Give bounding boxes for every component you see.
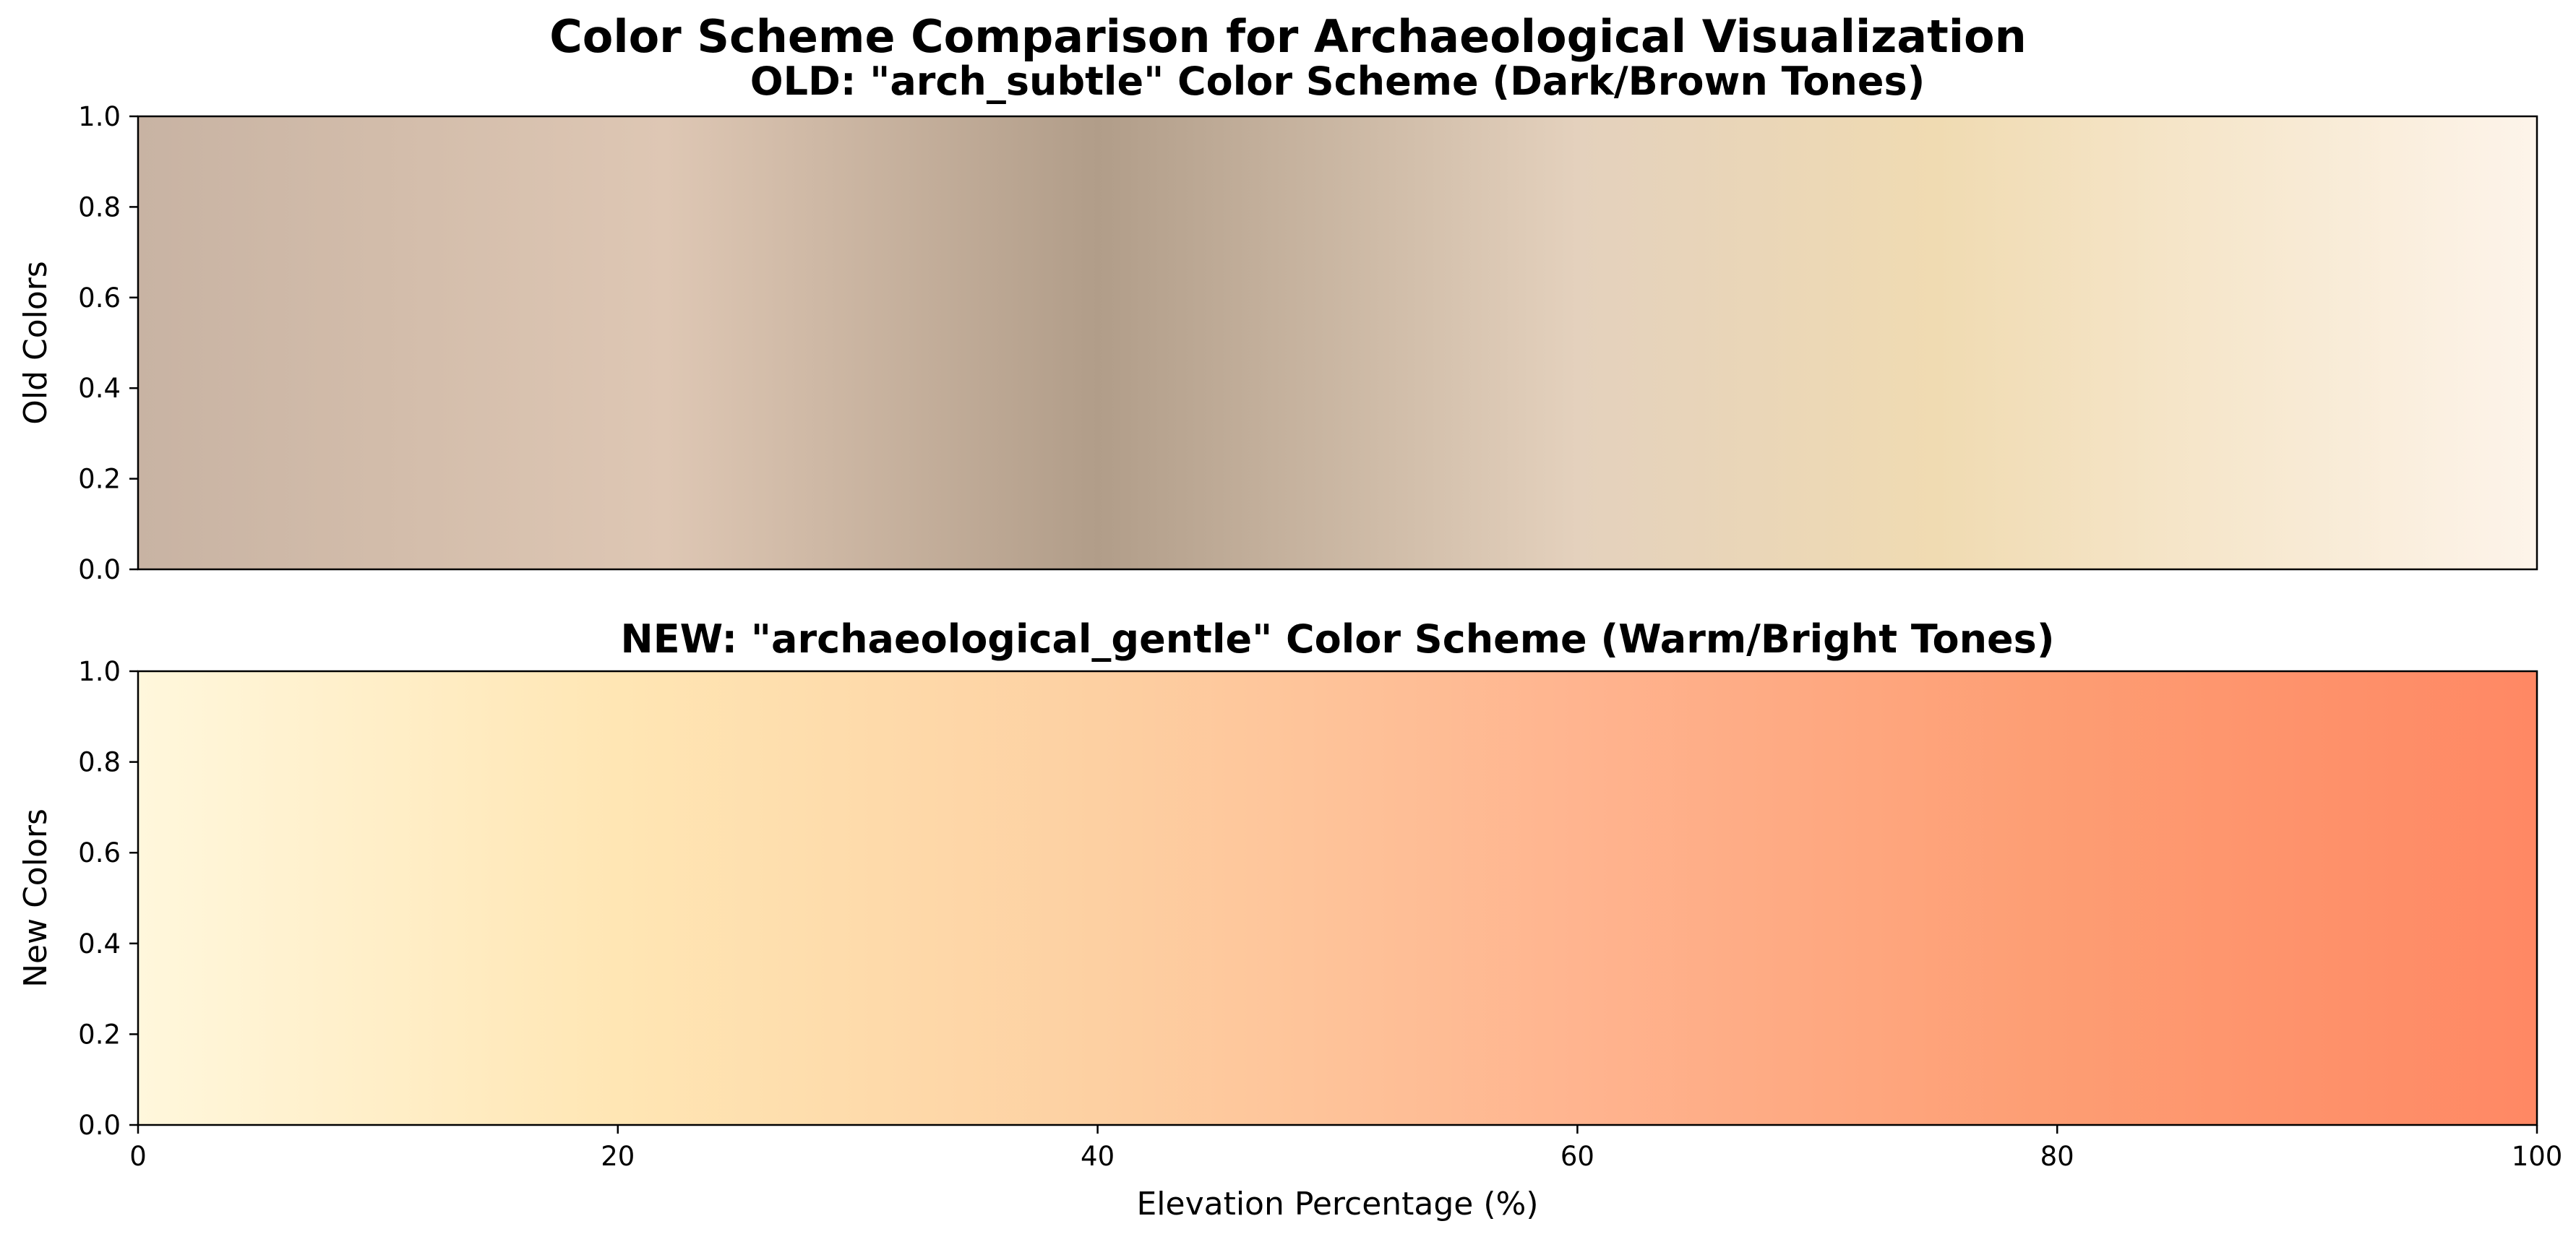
old-axes-frame: [137, 115, 2538, 571]
new-y-tick-label: 0.8: [78, 747, 121, 778]
old-colormap-strip: [138, 116, 2537, 569]
new-x-tick-label: 60: [1560, 1141, 1594, 1172]
new-x-axis-label: Elevation Percentage (%): [1136, 1186, 1538, 1222]
old-panel-title: OLD: "arch_subtle" Color Scheme (Dark/Br…: [750, 59, 1925, 104]
old-y-tick-label: 0.2: [78, 464, 121, 495]
new-y-tick-label: 0.0: [78, 1110, 121, 1141]
old-y-axis-label: Old Colors: [17, 261, 54, 425]
new-panel-title: NEW: "archaeological_gentle" Color Schem…: [621, 616, 2055, 662]
new-colormap-strip: [138, 671, 2537, 1125]
old-y-tick-label: 0.6: [78, 283, 121, 314]
new-y-tick-label: 0.4: [78, 928, 121, 959]
new-y-tick-label: 0.2: [78, 1019, 121, 1050]
new-y-tick-label: 1.0: [78, 656, 121, 687]
new-x-tick-label: 20: [601, 1141, 635, 1172]
new-x-tick-label: 0: [129, 1141, 147, 1172]
figure-suptitle: Color Scheme Comparison for Archaeologic…: [549, 10, 2027, 63]
new-axes-frame: [137, 670, 2538, 1126]
new-x-tick-label: 40: [1081, 1141, 1115, 1172]
new-x-tick-label: 100: [2512, 1141, 2563, 1172]
new-y-tick-label: 0.6: [78, 837, 121, 868]
old-y-tick-label: 0.8: [78, 191, 121, 223]
old-y-tick-label: 1.0: [78, 101, 121, 132]
old-y-tick-label: 0.0: [78, 554, 121, 585]
new-y-axis-label: New Colors: [17, 808, 54, 988]
old-y-tick-label: 0.4: [78, 373, 121, 404]
new-x-tick-label: 80: [2040, 1141, 2074, 1172]
